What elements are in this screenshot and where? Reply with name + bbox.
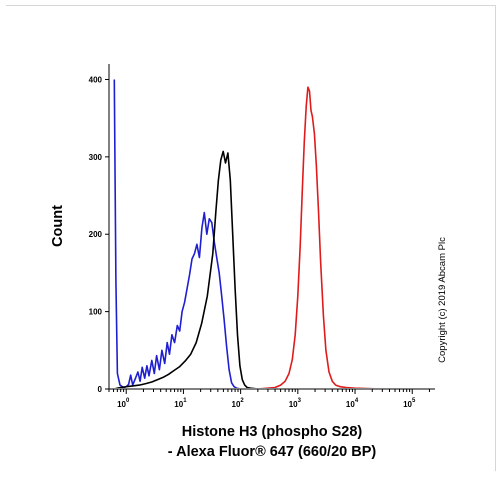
copyright-text: Copyright (c) 2019 Abcam Plc [437, 237, 448, 363]
series-line-1 [113, 79, 240, 388]
series-line-3 [260, 86, 376, 388]
x-tick-label: 105 [403, 398, 416, 409]
x-tick-label: 103 [289, 398, 302, 409]
figure-frame [6, 5, 496, 471]
y-ticks: 0 100 200 300 400 [89, 75, 109, 394]
y-axis-title: Count [50, 205, 66, 247]
x-tick-label: 104 [346, 398, 359, 409]
y-tick-label: 0 [98, 385, 103, 394]
series-layer [113, 79, 376, 388]
x-tick-label: 101 [174, 398, 187, 409]
y-tick-label: 300 [89, 153, 103, 162]
x-axis-title-line-2: - Alexa Fluor® 647 (660/20 BP) [168, 444, 377, 460]
x-tick-label: 100 [117, 398, 130, 409]
x-axis-title-line-1: Histone H3 (phospho S28) [182, 424, 363, 440]
x-tick-label: 102 [232, 398, 245, 409]
y-tick-label: 100 [89, 308, 103, 317]
x-ticks: 100 101 102 103 104 105 [108, 389, 430, 409]
y-tick-label: 400 [89, 75, 103, 84]
y-tick-label: 200 [89, 230, 103, 239]
series-line-2 [114, 150, 257, 388]
